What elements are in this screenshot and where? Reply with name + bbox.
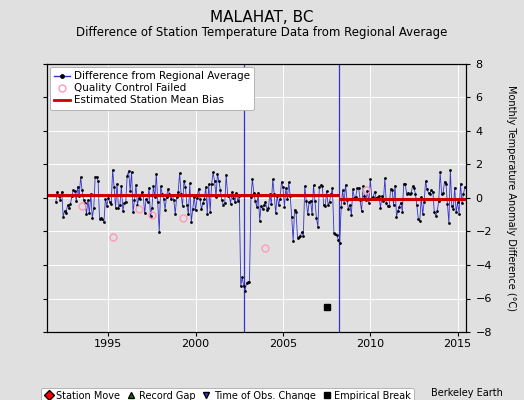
- Text: Berkeley Earth: Berkeley Earth: [431, 388, 503, 398]
- Legend: Station Move, Record Gap, Time of Obs. Change, Empirical Break: Station Move, Record Gap, Time of Obs. C…: [41, 388, 414, 400]
- Text: Difference of Station Temperature Data from Regional Average: Difference of Station Temperature Data f…: [77, 26, 447, 39]
- Y-axis label: Monthly Temperature Anomaly Difference (°C): Monthly Temperature Anomaly Difference (…: [506, 85, 516, 311]
- Text: MALAHAT, BC: MALAHAT, BC: [210, 10, 314, 25]
